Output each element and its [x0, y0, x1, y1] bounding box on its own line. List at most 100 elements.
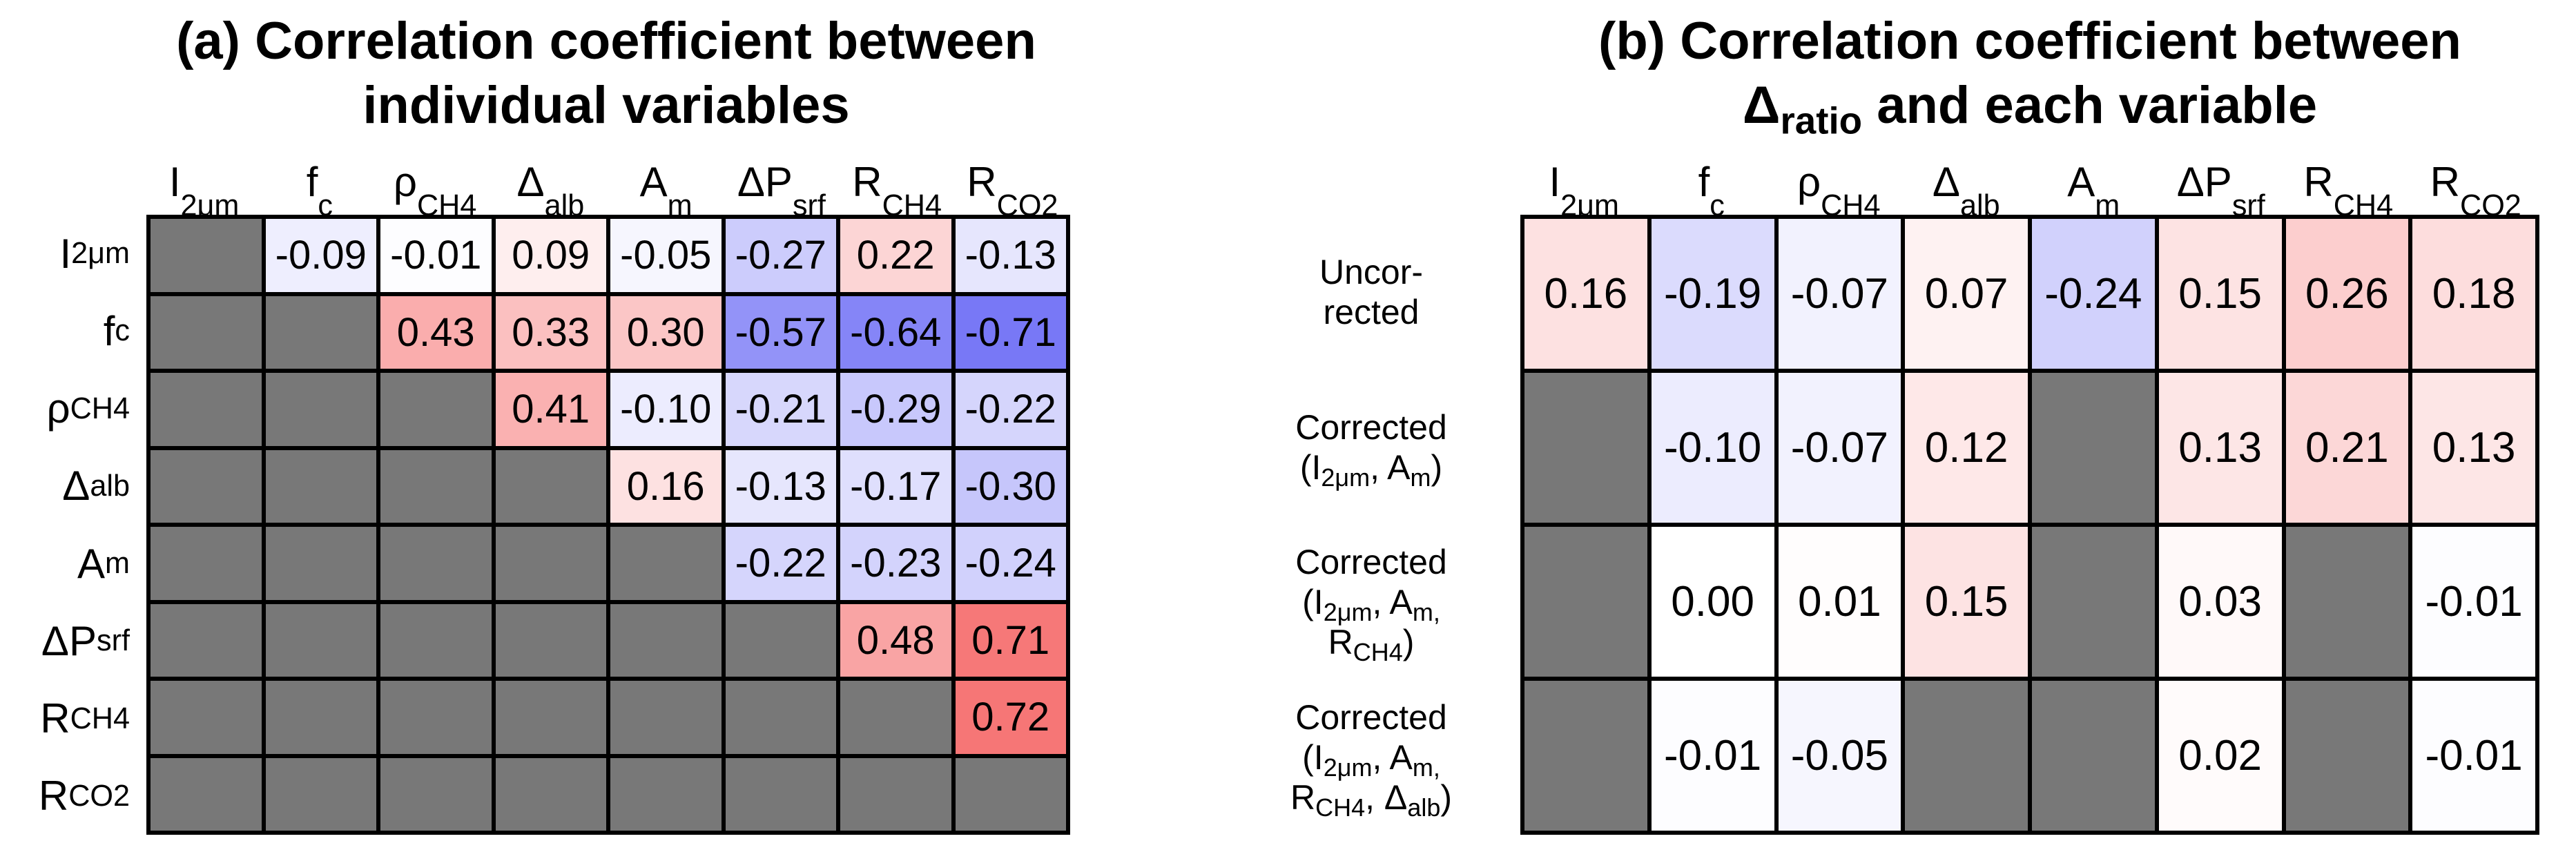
value-cell: -0.24 [2032, 219, 2155, 369]
value-cell: -0.01 [2412, 681, 2535, 831]
value-cell: 0.00 [1651, 527, 1774, 677]
masked-cell [495, 681, 606, 754]
row-label: Uncor-rected [1319, 253, 1424, 332]
panel-a-title-line1: (a) Correlation coefficient between [176, 12, 1036, 70]
row-label: ρ CH4 [46, 385, 130, 432]
masked-cell [380, 449, 492, 523]
masked-cell [265, 527, 376, 600]
masked-cell [2285, 681, 2409, 831]
row-label: ΔP srf [41, 617, 130, 664]
value-cell: -0.13 [725, 449, 836, 523]
value-cell: 0.09 [495, 219, 606, 292]
value-cell: 0.71 [955, 603, 1066, 677]
value-cell: 0.13 [2412, 373, 2535, 523]
value-cell: 0.43 [380, 296, 492, 369]
masked-cell [380, 603, 492, 677]
masked-cell [495, 757, 606, 831]
masked-cell [725, 757, 836, 831]
masked-cell [1905, 681, 2028, 831]
column-header: ΔP srf [737, 159, 826, 222]
value-cell: -0.17 [840, 449, 951, 523]
column-header: R CH4 [852, 159, 942, 222]
value-cell: -0.09 [265, 219, 376, 292]
value-cell: 0.33 [495, 296, 606, 369]
column-header: R CH4 [2303, 159, 2394, 222]
value-cell: 0.15 [2158, 219, 2282, 369]
masked-cell [610, 527, 722, 600]
value-cell: 0.15 [1905, 527, 2028, 677]
value-cell: -0.71 [955, 296, 1066, 369]
panel-a-heatmap: -0.09 -0.01 0.09 -0.05 -0.27 0.22 -0.13 0.43 0.3… [146, 215, 1070, 835]
masked-cell [151, 527, 262, 600]
value-cell: -0.10 [610, 373, 722, 446]
value-cell: -0.19 [1651, 219, 1774, 369]
masked-cell [151, 681, 262, 754]
masked-cell [495, 603, 606, 677]
masked-cell [495, 527, 606, 600]
value-cell: -0.07 [1778, 373, 1901, 523]
value-cell: 0.16 [610, 449, 722, 523]
value-cell: -0.24 [955, 527, 1066, 600]
row-label: R CH4 [40, 695, 130, 742]
masked-cell [2032, 527, 2155, 677]
value-cell: -0.01 [2412, 527, 2535, 677]
masked-cell [840, 681, 951, 754]
row-label: I 2μm [59, 230, 130, 277]
masked-cell [265, 296, 376, 369]
masked-cell [610, 603, 722, 677]
masked-cell [380, 373, 492, 446]
value-cell: -0.01 [380, 219, 492, 292]
value-cell: 0.22 [840, 219, 951, 292]
value-cell: 0.48 [840, 603, 951, 677]
masked-cell [151, 757, 262, 831]
masked-cell [151, 603, 262, 677]
panel-a-title-line2: individual variables [362, 75, 850, 135]
value-cell: 0.30 [610, 296, 722, 369]
column-header: ΔP srf [2176, 159, 2265, 222]
masked-cell [725, 603, 836, 677]
column-header: ρ CH4 [393, 159, 477, 222]
masked-cell [151, 219, 262, 292]
masked-cell [2032, 373, 2155, 523]
masked-cell [265, 449, 376, 523]
masked-cell [380, 757, 492, 831]
value-cell: -0.01 [1651, 681, 1774, 831]
masked-cell [265, 373, 376, 446]
value-cell: 0.18 [2412, 219, 2535, 369]
masked-cell [2032, 681, 2155, 831]
panel-b-title: (b) Correlation coefficient between Δrat… [1478, 10, 2576, 139]
value-cell: 0.13 [2158, 373, 2282, 523]
masked-cell [610, 681, 722, 754]
row-label: Corrected (I2μm, Am, RCH4, Δalb) [1290, 697, 1453, 822]
value-cell: 0.26 [2285, 219, 2409, 369]
value-cell: 0.03 [2158, 527, 2282, 677]
value-cell: -0.21 [725, 373, 836, 446]
value-cell: 0.21 [2285, 373, 2409, 523]
masked-cell [265, 603, 376, 677]
value-cell: 0.16 [1524, 219, 1647, 369]
value-cell: -0.07 [1778, 219, 1901, 369]
masked-cell [265, 757, 376, 831]
panel-b-row-labels: Uncor-rected Corrected (I2μm, Am) Corrected… [1233, 215, 1509, 835]
masked-cell [151, 296, 262, 369]
column-header: I 2μm [168, 159, 240, 222]
value-cell: 0.41 [495, 373, 606, 446]
column-header: R CO2 [2430, 159, 2521, 222]
panel-a-title: (a) Correlation coefficient between indi… [123, 10, 1090, 137]
value-cell: 0.07 [1905, 219, 2028, 369]
masked-cell [955, 757, 1066, 831]
value-cell: -0.64 [840, 296, 951, 369]
masked-cell [1524, 527, 1647, 677]
